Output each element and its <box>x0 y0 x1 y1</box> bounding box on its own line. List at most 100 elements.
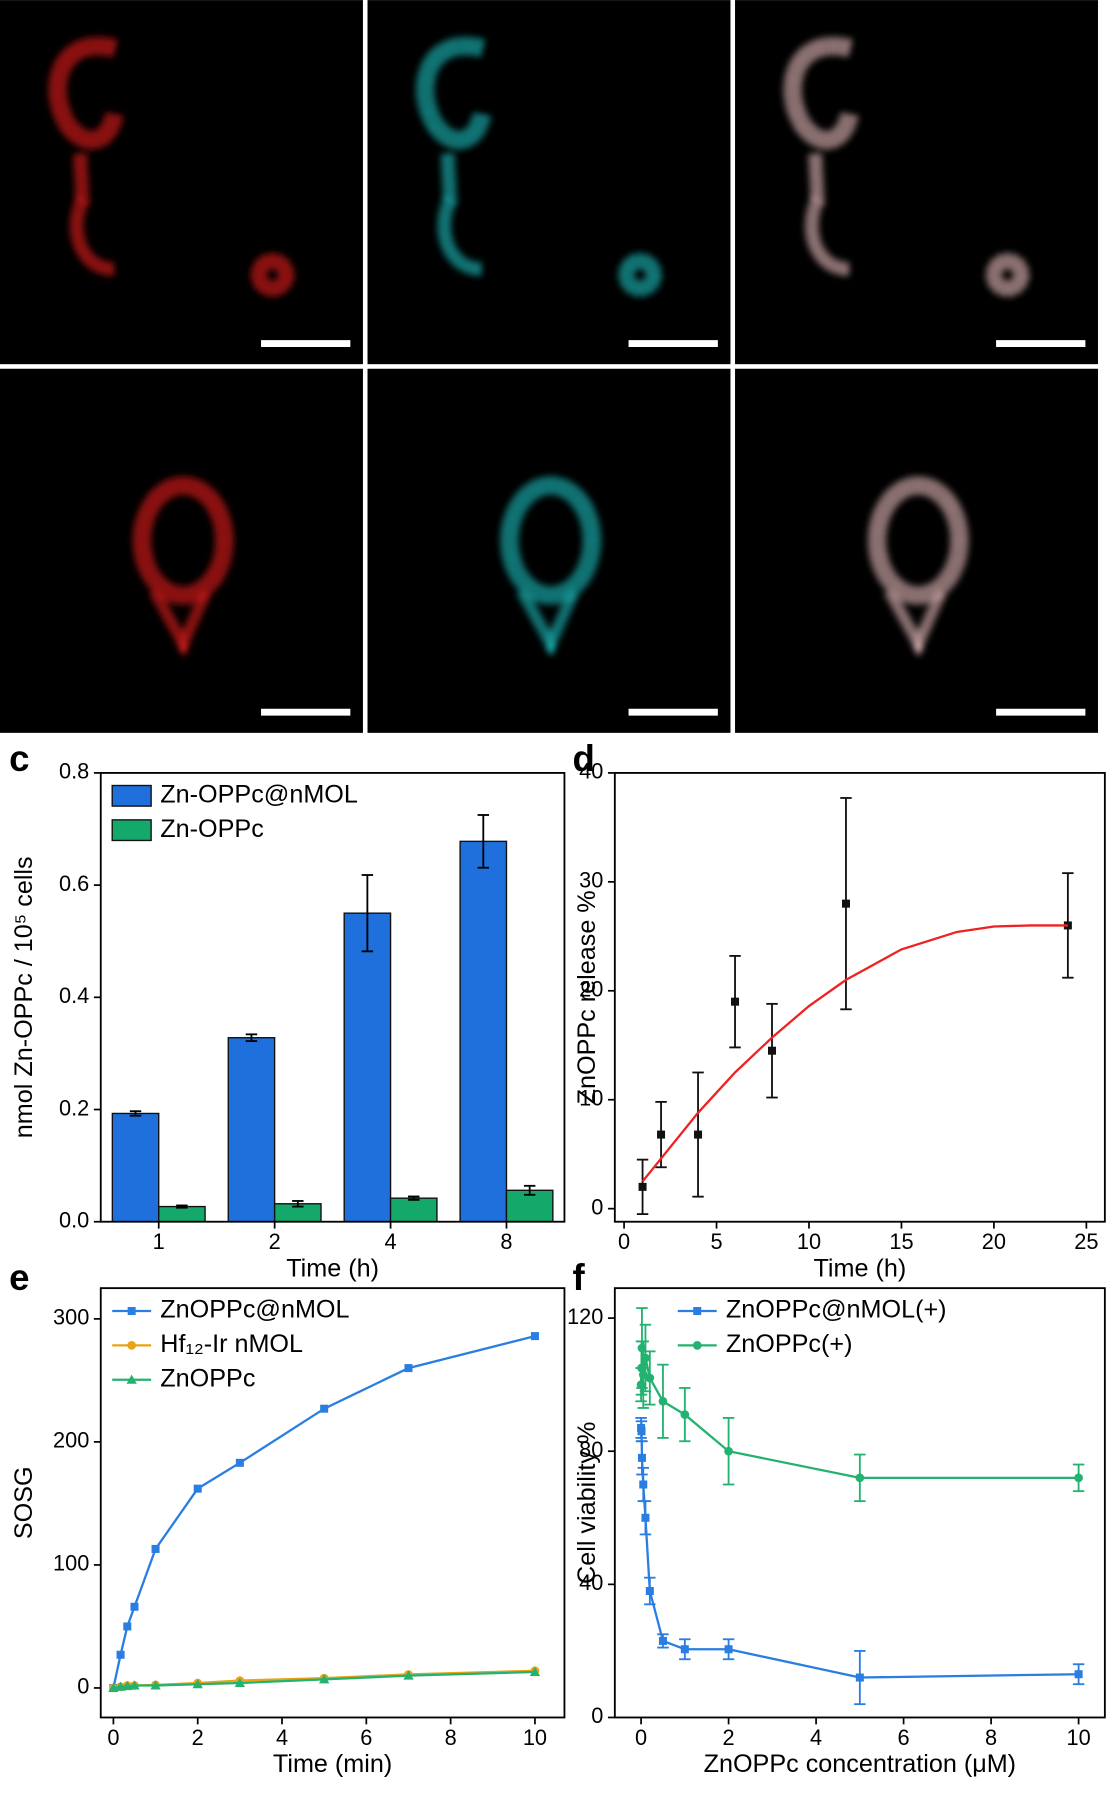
x-tick-label: 25 <box>1074 1229 1098 1254</box>
cell-outline <box>867 476 969 605</box>
plot-frame <box>99 771 566 1223</box>
y-axis-label: ZnOPPc release % <box>573 890 601 1104</box>
legend-marker <box>127 1307 136 1316</box>
series-line <box>641 924 1068 1183</box>
micrograph: Merge <box>735 368 1098 733</box>
x-tick-label: 10 <box>797 1229 821 1254</box>
legend-label: ZnOPPc@nMOL <box>160 1296 349 1324</box>
bar <box>389 1197 438 1223</box>
y-axis-label: Cell viability % <box>573 1422 601 1584</box>
error-bar <box>477 814 490 869</box>
legend-label: ZnOPPc <box>160 1364 255 1392</box>
marker <box>641 1353 650 1363</box>
cell-outline <box>517 589 579 657</box>
legend-label: ZnOPPc(+) <box>726 1330 853 1358</box>
marker <box>192 1679 203 1689</box>
image-background <box>735 0 1098 365</box>
marker <box>108 1682 119 1692</box>
legend-label: Zn-OPPc <box>160 815 264 843</box>
marker <box>123 1622 132 1631</box>
y-tick-label: 40 <box>579 759 603 784</box>
x-tick-label: 2 <box>269 1229 281 1254</box>
y-tick-label: 0 <box>591 1194 603 1219</box>
marker <box>637 1343 647 1353</box>
x-tick-label: 5 <box>710 1229 722 1254</box>
cell-signal <box>132 476 234 657</box>
x-tick-label: 8 <box>500 1229 512 1254</box>
marker <box>638 1370 648 1380</box>
marker <box>320 1404 329 1413</box>
legend-label: Zn-OPPc@nMOL <box>160 780 358 808</box>
x-axis-label: Time (h) <box>813 1254 906 1282</box>
x-tick-label: 15 <box>889 1229 913 1254</box>
legend-marker <box>127 1341 137 1350</box>
marker <box>639 1480 648 1489</box>
cell-signal <box>783 37 1030 297</box>
bar <box>111 1112 160 1223</box>
micrograph: MitoTracker <box>0 0 363 365</box>
plot-frame <box>99 1287 566 1719</box>
marker <box>637 1427 646 1436</box>
cell-outline <box>48 37 124 150</box>
error-bar <box>523 1184 536 1196</box>
marker <box>235 1458 244 1467</box>
panel-letter: f <box>572 1257 585 1298</box>
y-tick-label: 0 <box>591 1703 603 1728</box>
panel-letter: c <box>9 738 29 779</box>
channel-label: Merge <box>983 10 1074 45</box>
cell-blob <box>985 253 1030 297</box>
y-tick-label: 30 <box>579 868 603 893</box>
marker <box>641 1513 650 1522</box>
cell-signal <box>867 476 969 657</box>
marker <box>694 1130 703 1139</box>
marker <box>404 1364 413 1373</box>
error-bar <box>129 1110 142 1117</box>
channel-label: MitoTracker <box>165 379 338 414</box>
x-axis-label: Time (min) <box>273 1750 392 1778</box>
y-tick-label: 0 <box>77 1674 89 1699</box>
marker <box>1074 1670 1083 1679</box>
x-axis-label: Time (h) <box>286 1254 379 1282</box>
cell-outline <box>500 476 602 605</box>
marker <box>1074 1473 1083 1483</box>
y-tick-label: 0.6 <box>59 871 89 896</box>
error-bar <box>408 1195 420 1201</box>
marker <box>767 1046 777 1055</box>
marker <box>637 1453 646 1462</box>
marker <box>855 1473 865 1483</box>
marker <box>841 899 850 908</box>
error-bar <box>361 874 374 953</box>
panel-letter: b <box>9 375 31 416</box>
error-bar <box>176 1204 188 1209</box>
cell-outline <box>69 154 116 277</box>
x-tick-label: 0 <box>618 1229 630 1254</box>
panel-letter: d <box>572 738 594 779</box>
panel-letter: a <box>9 7 30 48</box>
marker <box>122 1680 133 1691</box>
x-tick-label: 4 <box>276 1725 288 1750</box>
marker <box>130 1602 139 1611</box>
micrograph: MitoTracker <box>0 368 363 733</box>
legend-marker <box>692 1341 702 1350</box>
cell-signal <box>500 476 602 657</box>
x-tick-label: 6 <box>898 1725 910 1750</box>
y-tick-label: 10 <box>579 1085 603 1110</box>
marker <box>658 1636 667 1645</box>
micrograph: DBB-Ir-F <box>367 368 731 733</box>
y-tick-label: 80 <box>579 1437 603 1462</box>
y-tick-label: 0.0 <box>59 1207 89 1232</box>
legend-marker <box>126 1374 137 1384</box>
marker <box>724 1645 733 1654</box>
x-tick-label: 8 <box>985 1725 997 1750</box>
marker <box>645 1586 654 1596</box>
marker <box>234 1677 246 1688</box>
bar <box>459 840 508 1223</box>
marker <box>645 1373 655 1383</box>
x-axis-label: ZnOPPc concentration (μM) <box>704 1750 1016 1778</box>
marker <box>855 1673 864 1682</box>
cell-outline <box>132 476 234 605</box>
marker <box>658 1396 668 1406</box>
x-tick-label: 2 <box>723 1725 735 1750</box>
y-axis-label: SOSG <box>10 1466 38 1539</box>
